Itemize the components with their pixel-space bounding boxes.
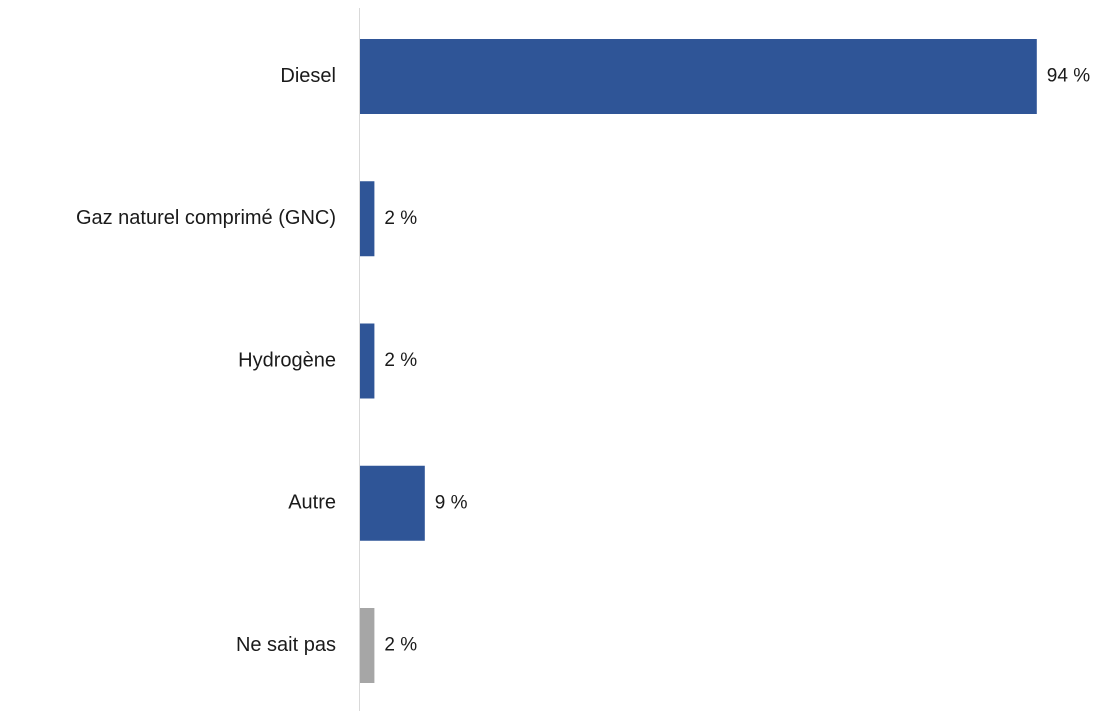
bar-5	[360, 608, 375, 683]
bar-2	[360, 181, 375, 257]
value-label-1: 94 %	[1047, 66, 1090, 87]
category-label-1: Diesel	[280, 65, 336, 87]
category-label-2: Gaz naturel comprimé (GNC)	[76, 207, 336, 229]
bars-layer: Diesel 94 % Gaz naturel comprimé (GNC) 2 % H…	[76, 39, 1090, 683]
bar-4	[360, 465, 425, 541]
category-label-3: Hydrogène	[238, 349, 336, 371]
value-label-4: 9 %	[435, 492, 468, 513]
category-label-5: Ne sait pas	[236, 634, 336, 656]
bar-1	[360, 39, 1037, 114]
value-label-3: 2 %	[384, 350, 417, 371]
category-label-4: Autre	[288, 492, 336, 514]
bar-3	[360, 323, 375, 399]
value-label-2: 2 %	[384, 208, 417, 229]
value-label-5: 2 %	[384, 635, 417, 656]
